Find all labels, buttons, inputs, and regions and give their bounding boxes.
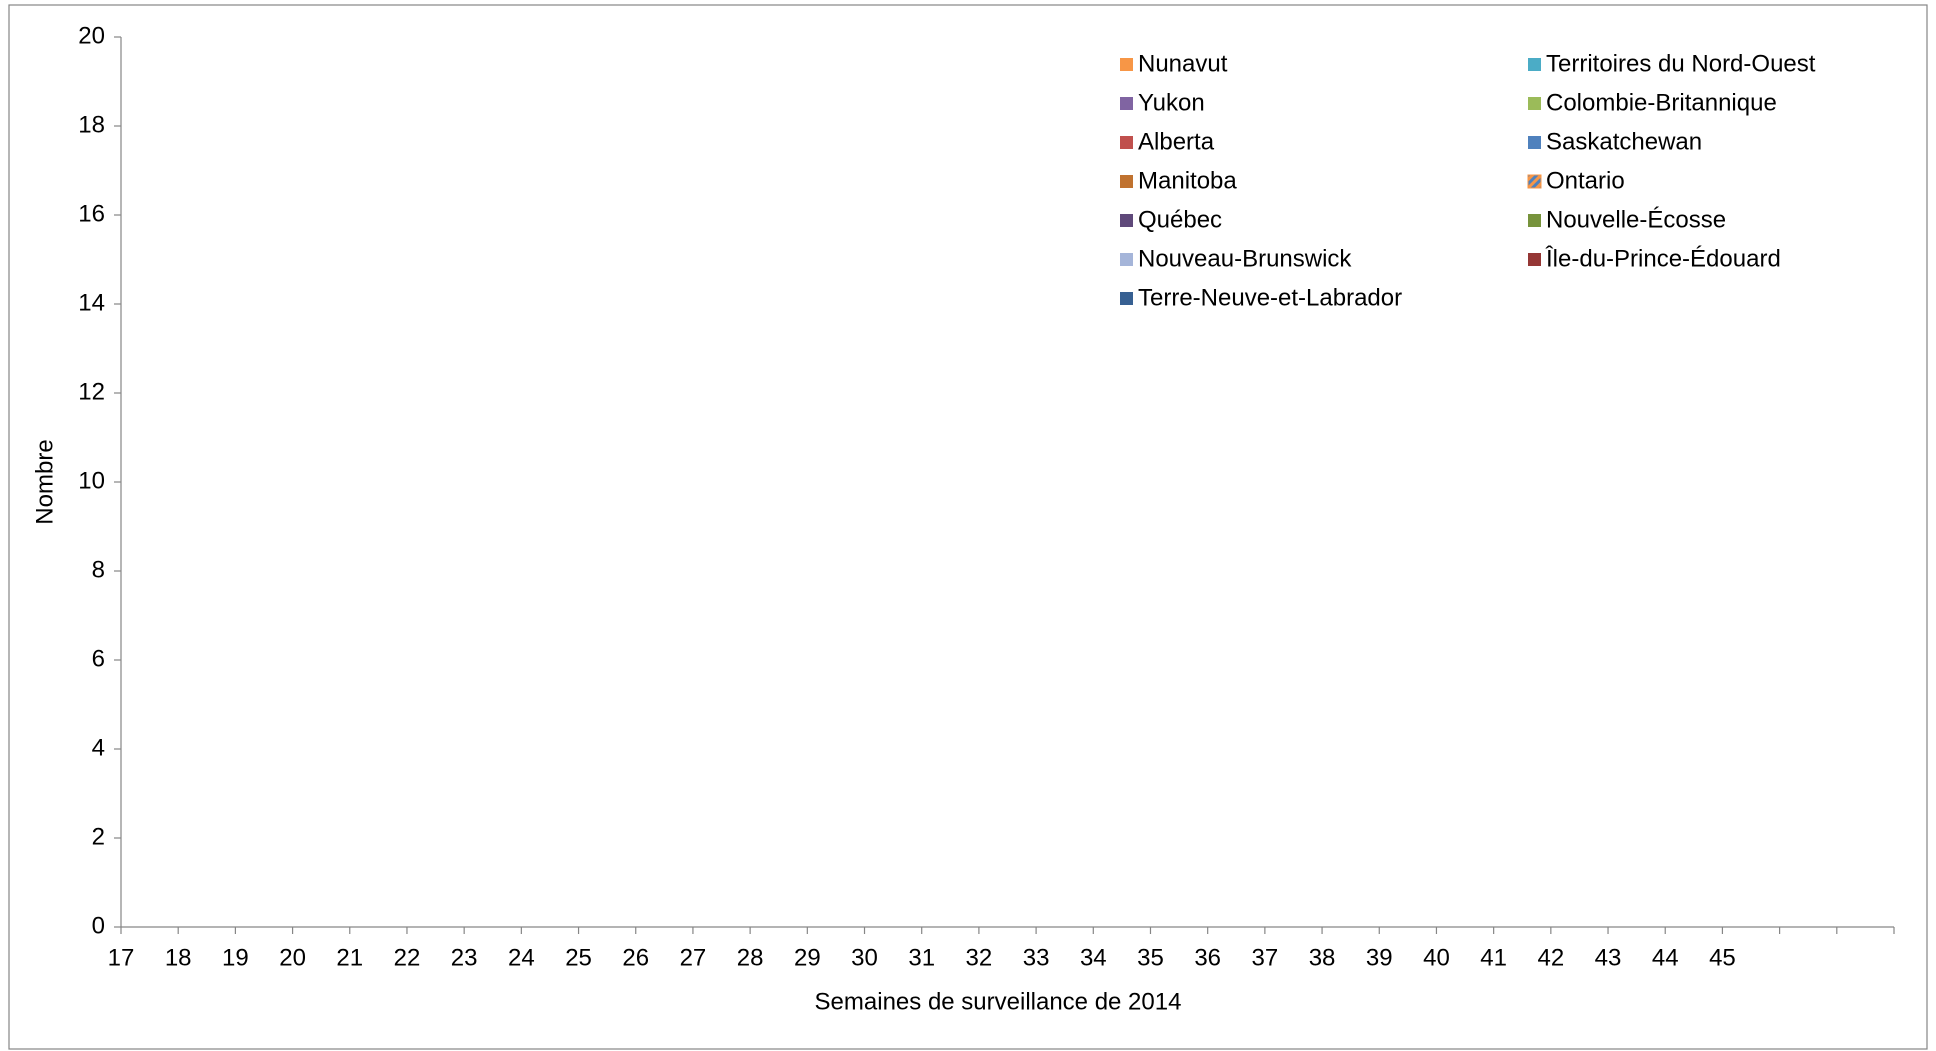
x-tick-label: 19 bbox=[222, 944, 249, 971]
y-tick-label: 14 bbox=[78, 289, 105, 316]
chart-frame bbox=[8, 4, 1928, 1050]
legend-swatch bbox=[1120, 253, 1133, 266]
legend-label: Manitoba bbox=[1138, 167, 1237, 194]
x-tick-label: 28 bbox=[737, 944, 764, 971]
y-tick-label: 20 bbox=[78, 22, 105, 49]
legend-swatch bbox=[1528, 253, 1541, 266]
legend-swatch bbox=[1120, 175, 1133, 188]
legend-label: Île-du-Prince-Édouard bbox=[1545, 245, 1781, 272]
y-tick-label: 8 bbox=[92, 556, 105, 583]
y-tick-label: 2 bbox=[92, 823, 105, 850]
legend-label: Québec bbox=[1138, 206, 1222, 233]
y-axis-title: Nombre bbox=[31, 439, 58, 524]
x-tick-label: 24 bbox=[508, 944, 535, 971]
x-tick-label: 20 bbox=[279, 944, 306, 971]
x-axis-title: Semaines de surveillance de 2014 bbox=[815, 988, 1182, 1015]
x-tick-label: 43 bbox=[1595, 944, 1622, 971]
x-tick-label: 25 bbox=[565, 944, 592, 971]
y-tick-label: 16 bbox=[78, 200, 105, 227]
legend-swatch bbox=[1120, 214, 1133, 227]
y-tick-label: 4 bbox=[92, 734, 105, 761]
legend-label: Territoires du Nord-Ouest bbox=[1546, 50, 1816, 77]
x-tick-label: 37 bbox=[1252, 944, 1279, 971]
legend-label: Nouvelle-Écosse bbox=[1546, 206, 1726, 233]
legend-label: Terre-Neuve-et-Labrador bbox=[1138, 284, 1402, 311]
legend-swatch bbox=[1528, 58, 1541, 71]
legend-swatch bbox=[1528, 136, 1541, 149]
x-tick-label: 26 bbox=[622, 944, 649, 971]
y-tick-label: 6 bbox=[92, 645, 105, 672]
legend-swatch bbox=[1120, 97, 1133, 110]
x-tick-label: 41 bbox=[1480, 944, 1507, 971]
legend-label: Alberta bbox=[1138, 128, 1215, 155]
legend-label: Ontario bbox=[1546, 167, 1625, 194]
x-tick-label: 42 bbox=[1537, 944, 1564, 971]
x-tick-label: 21 bbox=[336, 944, 363, 971]
x-tick-label: 31 bbox=[908, 944, 935, 971]
legend-swatch bbox=[1527, 174, 1542, 189]
x-tick-label: 34 bbox=[1080, 944, 1107, 971]
legend-label: Yukon bbox=[1138, 89, 1205, 116]
legend-label: Nouveau-Brunswick bbox=[1138, 245, 1352, 272]
legend-swatch bbox=[1528, 97, 1541, 110]
legend-swatch bbox=[1120, 58, 1133, 71]
x-tick-label: 29 bbox=[794, 944, 821, 971]
legend-swatch bbox=[1120, 292, 1133, 305]
x-tick-label: 18 bbox=[165, 944, 192, 971]
x-tick-label: 22 bbox=[394, 944, 421, 971]
legend-label: Nunavut bbox=[1138, 50, 1228, 77]
y-tick-label: 10 bbox=[78, 467, 105, 494]
y-tick-label: 18 bbox=[78, 111, 105, 138]
x-tick-label: 17 bbox=[108, 944, 135, 971]
x-tick-label: 36 bbox=[1194, 944, 1221, 971]
legend-label: Colombie-Britannique bbox=[1546, 89, 1777, 116]
legend-swatch bbox=[1528, 214, 1541, 227]
x-tick-label: 23 bbox=[451, 944, 478, 971]
legend-swatch bbox=[1120, 136, 1133, 149]
x-tick-label: 35 bbox=[1137, 944, 1164, 971]
x-tick-label: 44 bbox=[1652, 944, 1679, 971]
x-tick-label: 27 bbox=[680, 944, 707, 971]
x-tick-label: 32 bbox=[966, 944, 993, 971]
x-tick-label: 33 bbox=[1023, 944, 1050, 971]
x-tick-label: 45 bbox=[1709, 944, 1736, 971]
legend-label: Saskatchewan bbox=[1546, 128, 1702, 155]
y-tick-label: 0 bbox=[92, 912, 105, 939]
y-tick-label: 12 bbox=[78, 378, 105, 405]
x-tick-label: 30 bbox=[851, 944, 878, 971]
x-tick-label: 40 bbox=[1423, 944, 1450, 971]
x-tick-label: 39 bbox=[1366, 944, 1393, 971]
x-tick-label: 38 bbox=[1309, 944, 1336, 971]
